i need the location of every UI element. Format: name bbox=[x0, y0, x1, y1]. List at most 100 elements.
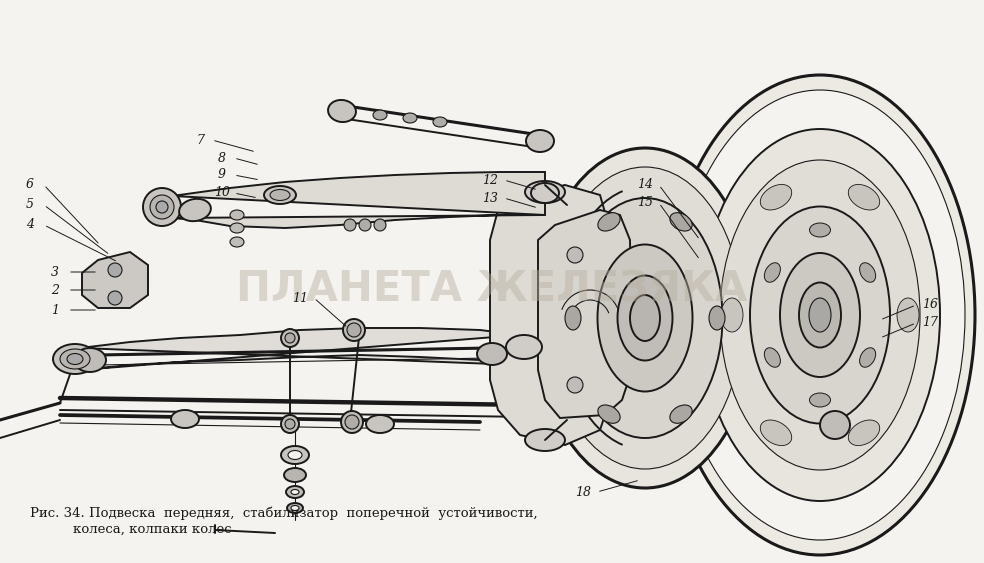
Text: 4: 4 bbox=[26, 218, 34, 231]
Text: ПЛАНЕТА ЖЕЛЕЗЯКА: ПЛАНЕТА ЖЕЛЕЗЯКА bbox=[236, 269, 748, 311]
Polygon shape bbox=[538, 210, 632, 418]
Text: 2: 2 bbox=[51, 284, 59, 297]
Ellipse shape bbox=[531, 183, 559, 203]
Ellipse shape bbox=[284, 468, 306, 482]
Ellipse shape bbox=[343, 319, 365, 341]
Ellipse shape bbox=[281, 329, 299, 347]
Text: 17: 17 bbox=[922, 316, 938, 329]
Ellipse shape bbox=[765, 263, 780, 282]
Ellipse shape bbox=[597, 244, 693, 391]
Text: 1: 1 bbox=[51, 303, 59, 316]
Ellipse shape bbox=[848, 185, 880, 210]
Ellipse shape bbox=[150, 195, 174, 219]
Text: 8: 8 bbox=[218, 151, 226, 164]
Ellipse shape bbox=[761, 185, 792, 210]
Ellipse shape bbox=[567, 247, 583, 263]
Ellipse shape bbox=[285, 333, 295, 343]
Ellipse shape bbox=[156, 201, 168, 213]
Text: 13: 13 bbox=[482, 191, 498, 204]
Polygon shape bbox=[490, 185, 610, 445]
Ellipse shape bbox=[291, 489, 299, 494]
Ellipse shape bbox=[665, 75, 975, 555]
Ellipse shape bbox=[565, 306, 581, 330]
Polygon shape bbox=[172, 172, 545, 228]
Ellipse shape bbox=[700, 129, 940, 501]
Ellipse shape bbox=[598, 405, 620, 423]
Text: 6: 6 bbox=[26, 178, 34, 191]
Ellipse shape bbox=[780, 253, 860, 377]
Ellipse shape bbox=[848, 420, 880, 445]
Ellipse shape bbox=[567, 377, 583, 393]
Ellipse shape bbox=[765, 348, 780, 367]
Ellipse shape bbox=[897, 298, 919, 332]
Ellipse shape bbox=[860, 263, 876, 282]
Text: Рис. 34. Подвеска  передняя,  стабилизатор  поперечной  устойчивости,: Рис. 34. Подвеска передняя, стабилизатор… bbox=[30, 507, 537, 521]
Ellipse shape bbox=[568, 198, 722, 438]
Ellipse shape bbox=[345, 415, 359, 429]
Ellipse shape bbox=[598, 213, 620, 231]
Polygon shape bbox=[80, 328, 520, 370]
Ellipse shape bbox=[288, 450, 302, 459]
Text: 10: 10 bbox=[214, 186, 230, 199]
Ellipse shape bbox=[810, 223, 830, 237]
Ellipse shape bbox=[108, 291, 122, 305]
Ellipse shape bbox=[809, 298, 831, 332]
Ellipse shape bbox=[359, 219, 371, 231]
Ellipse shape bbox=[341, 411, 363, 433]
Ellipse shape bbox=[281, 415, 299, 433]
Text: 7: 7 bbox=[196, 133, 204, 146]
Ellipse shape bbox=[67, 354, 83, 364]
Ellipse shape bbox=[264, 186, 296, 204]
Ellipse shape bbox=[477, 343, 507, 365]
Polygon shape bbox=[82, 252, 148, 308]
Ellipse shape bbox=[526, 130, 554, 152]
Ellipse shape bbox=[535, 148, 755, 488]
Ellipse shape bbox=[328, 100, 356, 122]
Ellipse shape bbox=[281, 446, 309, 464]
Ellipse shape bbox=[287, 503, 303, 513]
Ellipse shape bbox=[108, 263, 122, 277]
Ellipse shape bbox=[506, 335, 542, 359]
Ellipse shape bbox=[820, 411, 850, 439]
Ellipse shape bbox=[366, 415, 394, 433]
Ellipse shape bbox=[433, 117, 447, 127]
Text: 18: 18 bbox=[575, 485, 591, 498]
Ellipse shape bbox=[347, 323, 361, 337]
Text: 16: 16 bbox=[922, 298, 938, 311]
Ellipse shape bbox=[286, 486, 304, 498]
Ellipse shape bbox=[709, 306, 725, 330]
Ellipse shape bbox=[675, 90, 965, 540]
Ellipse shape bbox=[618, 275, 672, 360]
Ellipse shape bbox=[525, 429, 565, 451]
Text: 11: 11 bbox=[292, 292, 308, 305]
Ellipse shape bbox=[750, 207, 890, 423]
Text: 5: 5 bbox=[26, 199, 34, 212]
Ellipse shape bbox=[670, 213, 692, 231]
Ellipse shape bbox=[230, 223, 244, 233]
Ellipse shape bbox=[721, 298, 743, 332]
Ellipse shape bbox=[810, 393, 830, 407]
Ellipse shape bbox=[374, 219, 386, 231]
Ellipse shape bbox=[53, 344, 97, 374]
Ellipse shape bbox=[291, 506, 299, 511]
Ellipse shape bbox=[761, 420, 792, 445]
Text: 14: 14 bbox=[637, 178, 653, 191]
Text: 12: 12 bbox=[482, 173, 498, 186]
Ellipse shape bbox=[403, 113, 417, 123]
Ellipse shape bbox=[74, 348, 106, 372]
Ellipse shape bbox=[860, 348, 876, 367]
Text: колеса, колпаки колес: колеса, колпаки колес bbox=[73, 523, 231, 536]
Ellipse shape bbox=[171, 410, 199, 428]
Text: 15: 15 bbox=[637, 196, 653, 209]
Ellipse shape bbox=[720, 160, 920, 470]
Ellipse shape bbox=[143, 188, 181, 226]
Ellipse shape bbox=[547, 167, 743, 469]
Text: 3: 3 bbox=[51, 266, 59, 279]
Ellipse shape bbox=[285, 419, 295, 429]
Ellipse shape bbox=[270, 190, 290, 200]
Ellipse shape bbox=[630, 295, 660, 341]
Text: 9: 9 bbox=[218, 168, 226, 181]
Ellipse shape bbox=[230, 237, 244, 247]
Ellipse shape bbox=[670, 405, 692, 423]
Ellipse shape bbox=[373, 110, 387, 120]
